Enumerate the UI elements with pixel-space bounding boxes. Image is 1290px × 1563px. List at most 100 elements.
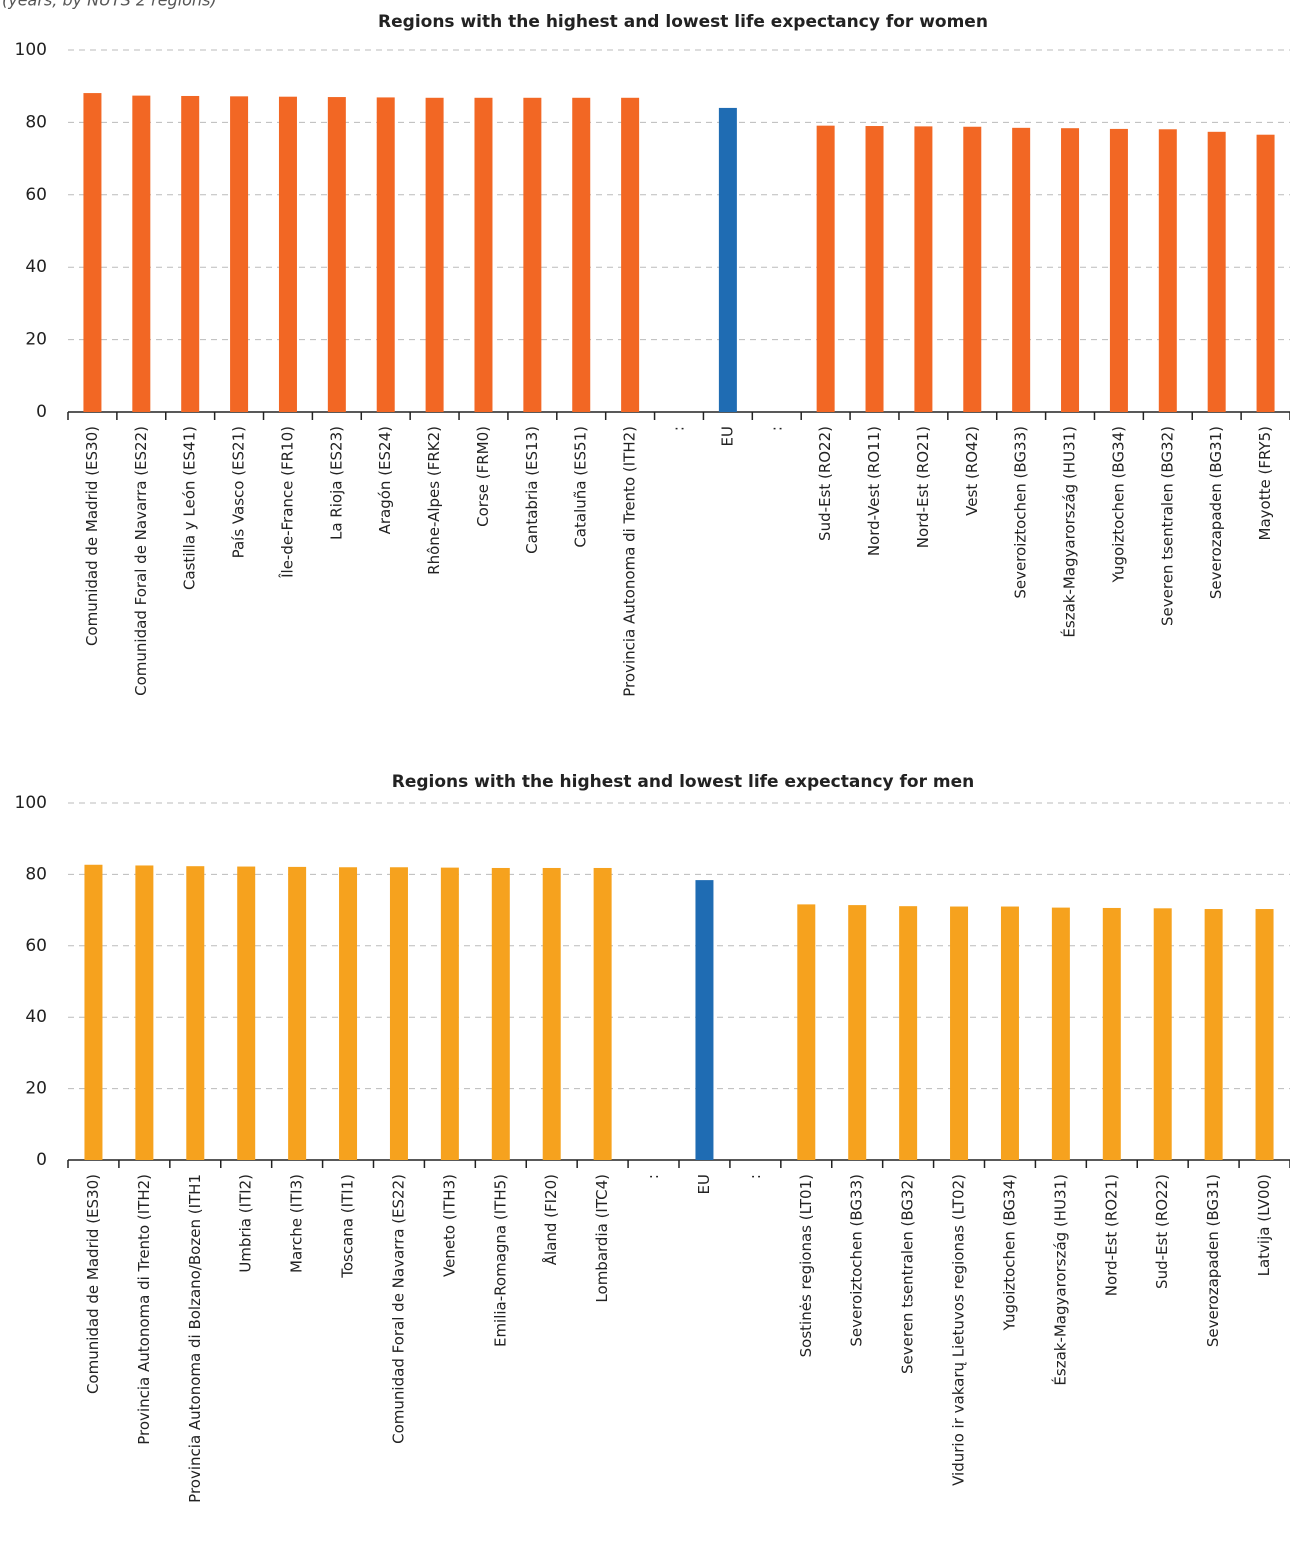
x-tick-label: Provincia Autonoma di Bolzano/Bozen (ITH… [186, 1174, 204, 1503]
bar [230, 96, 249, 412]
y-tick-label: 60 [25, 936, 47, 956]
x-tick-label: Corse (FRM0) [474, 426, 492, 527]
x-tick-label: Comunidad de Madrid (ES30) [83, 426, 101, 646]
bar [135, 865, 154, 1160]
x-tick-label: : [670, 426, 688, 431]
x-tick-label: Comunidad Foral de Navarra (ES22) [389, 1174, 407, 1444]
x-tick-label: Sostinės regionas (LT01) [797, 1174, 815, 1357]
bar [1256, 134, 1275, 412]
x-tick-label: Vest (RO42) [963, 426, 981, 516]
x-tick-label: Mayotte (FRY5) [1256, 426, 1274, 540]
x-tick-label: Severen tsentralen (BG32) [899, 1174, 917, 1374]
y-tick-label: 40 [25, 1007, 47, 1027]
x-tick-label: Sud-Est (RO22) [816, 426, 834, 541]
y-tick-label: 60 [25, 185, 47, 205]
x-tick-label: La Rioja (ES23) [327, 426, 345, 540]
bar [1109, 128, 1128, 412]
bar [278, 96, 297, 412]
bar [816, 125, 835, 413]
x-tick-label: Cataluña (ES51) [572, 426, 590, 548]
bar [572, 97, 591, 412]
bar [1000, 906, 1019, 1160]
bar [865, 126, 884, 413]
x-tick-label: Toscana (ITI1) [339, 1174, 357, 1279]
bar [132, 95, 151, 412]
chart-title: Regions with the highest and lowest life… [392, 772, 975, 792]
x-tick-label: Åland (FI20) [541, 1174, 560, 1265]
bar [389, 867, 408, 1160]
bar [1102, 907, 1121, 1160]
x-tick-label: Lombardia (ITC4) [593, 1174, 611, 1303]
bar [237, 866, 256, 1160]
bar [797, 904, 816, 1160]
x-tick-label: Nord-Est (RO21) [914, 426, 932, 548]
x-tick-label: Umbria (ITI2) [237, 1174, 255, 1273]
bar [963, 126, 982, 412]
x-tick-label: País Vasco (ES21) [230, 426, 248, 558]
y-tick-label: 80 [25, 864, 47, 884]
x-tick-label: Nord-Est (RO21) [1102, 1174, 1120, 1296]
x-tick-label: Provincia Autonoma di Trento (ITH2) [621, 426, 639, 697]
x-tick-label: Yugoiztochen (BG34) [1109, 426, 1127, 583]
x-tick-label: Severen tsentralen (BG32) [1158, 426, 1176, 626]
y-tick-label: 40 [25, 257, 47, 277]
x-tick-label: Latvija (LV00) [1255, 1174, 1273, 1276]
bar [83, 93, 102, 412]
x-tick-label: Île-de-France (FR10) [277, 426, 296, 579]
bar [376, 97, 395, 412]
bar [695, 880, 714, 1160]
x-tick-label: Severozapaden (BG31) [1207, 426, 1225, 599]
subtitle: (years, by NUTS 2 regions) [2, 0, 217, 10]
y-tick-label: 80 [25, 112, 47, 132]
bar [181, 95, 200, 412]
x-tick-label: Észak-Magyarország (HU31) [1050, 1174, 1069, 1386]
bar [621, 97, 640, 412]
x-tick-label: Sud-Est (RO22) [1153, 1174, 1171, 1289]
x-tick-label: Severoiztochen (BG33) [848, 1174, 866, 1347]
x-tick-label: Marche (ITI3) [288, 1174, 306, 1273]
y-tick-label: 100 [15, 793, 47, 813]
bar [84, 864, 103, 1160]
bar [288, 866, 307, 1160]
bar [1255, 909, 1274, 1160]
bar [542, 867, 561, 1160]
bar [1051, 907, 1070, 1160]
x-tick-label: Vidurio ir vakarų Lietuvos regionas (LT0… [950, 1174, 968, 1486]
x-tick-label: : [746, 1174, 764, 1179]
x-tick-label: Nord-Vest (RO11) [865, 426, 883, 556]
bar [1207, 131, 1226, 412]
bar [474, 97, 493, 412]
bar [186, 866, 205, 1160]
bar [491, 867, 510, 1160]
bar [440, 867, 459, 1160]
x-tick-label: : [767, 426, 785, 431]
x-tick-label: Provincia Autonoma di Trento (ITH2) [135, 1174, 153, 1445]
bar [339, 867, 358, 1160]
bar [1204, 909, 1223, 1160]
x-tick-label: Emilia-Romagna (ITH5) [491, 1174, 509, 1347]
bar [1012, 127, 1031, 412]
x-tick-label: Észak-Magyarország (HU31) [1060, 426, 1079, 638]
chart-title: Regions with the highest and lowest life… [378, 12, 988, 32]
bar [899, 906, 918, 1160]
x-tick-label: : [644, 1174, 662, 1179]
x-tick-label: Aragón (ES24) [376, 426, 394, 534]
bar [327, 97, 346, 412]
x-tick-label: Yugoiztochen (BG34) [1000, 1174, 1018, 1331]
x-tick-label: Severozapaden (BG31) [1204, 1174, 1222, 1347]
x-tick-label: EU [718, 426, 736, 446]
bar [950, 906, 969, 1160]
bar [914, 126, 933, 412]
bar [593, 867, 612, 1160]
y-tick-label: 0 [36, 402, 47, 422]
bar [1061, 128, 1080, 412]
bar [523, 97, 542, 412]
x-tick-label: Veneto (ITH3) [440, 1174, 458, 1277]
x-tick-label: Comunidad de Madrid (ES30) [84, 1174, 102, 1394]
x-tick-label: EU [695, 1174, 713, 1194]
bar [425, 97, 444, 412]
bar [718, 107, 737, 413]
bar [848, 905, 867, 1160]
x-tick-label: Rhône-Alpes (FRK2) [425, 426, 443, 575]
bar [1153, 908, 1172, 1160]
